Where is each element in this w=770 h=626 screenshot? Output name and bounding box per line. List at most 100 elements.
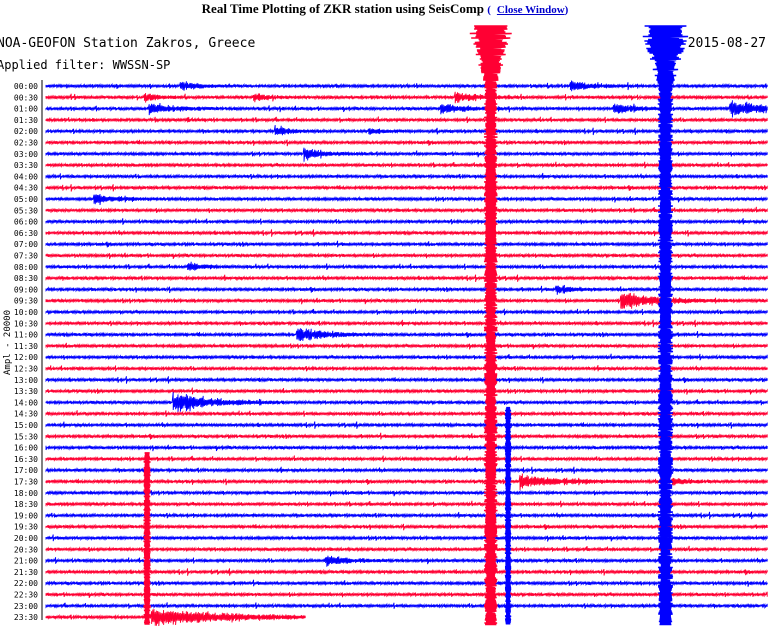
trace-line	[45, 500, 768, 508]
row-time-label: 19:30	[14, 523, 38, 532]
row-time-label: 08:30	[14, 274, 38, 283]
row-time-label: 16:30	[14, 455, 38, 464]
trace-line	[45, 609, 306, 626]
row-time-label: 11:00	[14, 331, 38, 340]
row-time-label: 21:00	[14, 557, 38, 566]
y-axis-label: Ampl - 20000	[3, 310, 13, 375]
row-time-label: 16:00	[14, 444, 38, 453]
trace-line	[45, 328, 768, 342]
trace-line	[45, 218, 768, 225]
trace-line	[45, 421, 768, 429]
row-time-label: 21:30	[14, 568, 38, 577]
row-time-label: 07:30	[14, 252, 38, 261]
trace-line	[45, 319, 768, 328]
trace-line	[45, 555, 768, 567]
plot-date: 2015-08-27	[688, 36, 766, 51]
trace-line	[45, 138, 768, 147]
row-time-label: 17:00	[14, 466, 38, 475]
row-time-label: 04:30	[14, 184, 38, 193]
row-time-label: 02:00	[14, 127, 38, 136]
trace-line	[45, 147, 768, 162]
trace-line	[45, 184, 768, 192]
trace-line	[45, 172, 768, 180]
row-time-label: 13:00	[14, 376, 38, 385]
station-title: NOA-GEOFON Station Zakros, Greece	[0, 36, 255, 51]
trace-line	[45, 240, 768, 248]
row-time-label: 09:30	[14, 297, 38, 306]
trace-line	[45, 392, 768, 413]
row-time-label: 09:00	[14, 285, 38, 294]
trace-line	[45, 342, 768, 350]
row-time-label: 23:00	[14, 602, 38, 611]
row-time-label: 05:30	[14, 206, 38, 215]
trace-line	[45, 100, 768, 118]
row-time-labels: 00:00 00:30 01:00 01:30 02:00 02:30 03:00 03:30…	[14, 82, 38, 622]
saturated-signal-column	[642, 25, 689, 626]
saturated-signals	[143, 25, 689, 626]
page-title: Real Time Plotting of ZKR station using …	[201, 1, 484, 16]
trace-line	[45, 545, 768, 553]
trace-line	[45, 511, 768, 520]
trace-rows	[45, 80, 768, 626]
row-time-label: 01:30	[14, 116, 38, 125]
row-time-label: 13:30	[14, 387, 38, 396]
row-time-label: 20:30	[14, 545, 38, 554]
trace-line	[45, 568, 768, 576]
trace-line	[45, 432, 768, 440]
saturated-signal-column	[469, 25, 512, 626]
trace-line	[45, 252, 768, 260]
trace-line	[45, 193, 768, 206]
trace-line	[45, 387, 768, 395]
row-time-label: 00:30	[14, 93, 38, 102]
row-time-label: 15:00	[14, 421, 38, 430]
row-time-label: 06:00	[14, 218, 38, 227]
row-time-label: 11:30	[14, 342, 38, 351]
row-time-label: 01:00	[14, 105, 38, 114]
trace-line	[45, 376, 768, 384]
row-time-label: 19:00	[14, 511, 38, 520]
row-time-label: 10:00	[14, 308, 38, 317]
row-time-label: 00:00	[14, 82, 38, 91]
row-time-label: 03:00	[14, 150, 38, 159]
row-time-label: 17:30	[14, 478, 38, 487]
filter-label: Applied filter: WWSSN-SP	[0, 58, 170, 72]
trace-line	[45, 591, 768, 599]
close-window-link[interactable]: Close Window	[496, 4, 565, 16]
row-time-label: 14:00	[14, 398, 38, 407]
trace-line	[45, 364, 768, 372]
trace-line	[45, 229, 768, 237]
trace-line	[45, 444, 768, 452]
row-time-label: 07:00	[14, 240, 38, 249]
row-time-label: 02:30	[14, 139, 38, 148]
row-time-label: 05:00	[14, 195, 38, 204]
row-time-label: 06:30	[14, 229, 38, 238]
row-time-label: 08:00	[14, 263, 38, 272]
row-time-label: 10:30	[14, 319, 38, 328]
row-time-label: 15:30	[14, 432, 38, 441]
trace-line	[45, 125, 768, 136]
trace-line	[45, 455, 768, 463]
trace-line	[45, 206, 768, 214]
trace-line	[45, 161, 768, 169]
row-time-label: 18:00	[14, 489, 38, 498]
row-time-label: 22:00	[14, 579, 38, 588]
trace-line	[45, 466, 768, 475]
trace-line	[45, 292, 768, 310]
trace-line	[45, 410, 768, 417]
trace-line	[45, 489, 768, 497]
row-time-label: 23:30	[14, 613, 38, 622]
trace-line	[45, 602, 768, 610]
row-time-label: 20:00	[14, 534, 38, 543]
saturated-signal-column	[504, 406, 512, 625]
trace-line	[45, 308, 768, 316]
trace-line	[45, 534, 768, 542]
seismogram-chart: NOA-GEOFON Station Zakros, Greece 2015-0…	[0, 25, 768, 626]
trace-line	[45, 523, 768, 531]
trace-line	[45, 116, 768, 124]
row-time-label: 03:30	[14, 161, 38, 170]
row-time-label: 14:30	[14, 410, 38, 419]
trace-line	[45, 579, 768, 587]
trace-line	[45, 261, 768, 271]
row-time-label: 04:00	[14, 172, 38, 181]
saturated-signal-column	[143, 452, 151, 625]
